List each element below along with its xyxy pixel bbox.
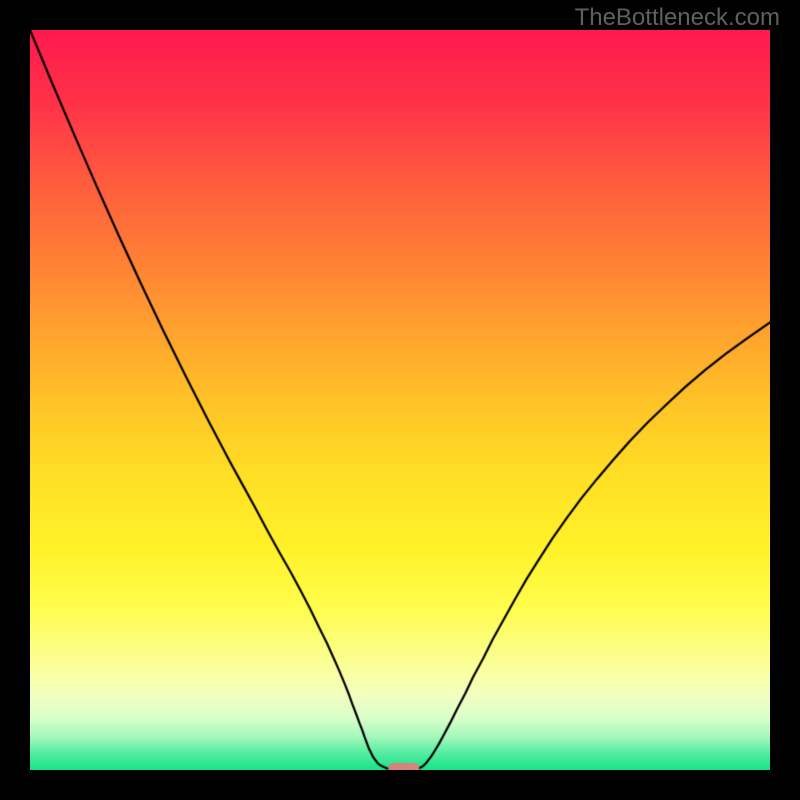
bottleneck-curve	[30, 30, 770, 770]
watermark-text: TheBottleneck.com	[575, 4, 780, 32]
chart-frame: TheBottleneck.com	[0, 0, 800, 800]
plot-area	[30, 30, 770, 770]
